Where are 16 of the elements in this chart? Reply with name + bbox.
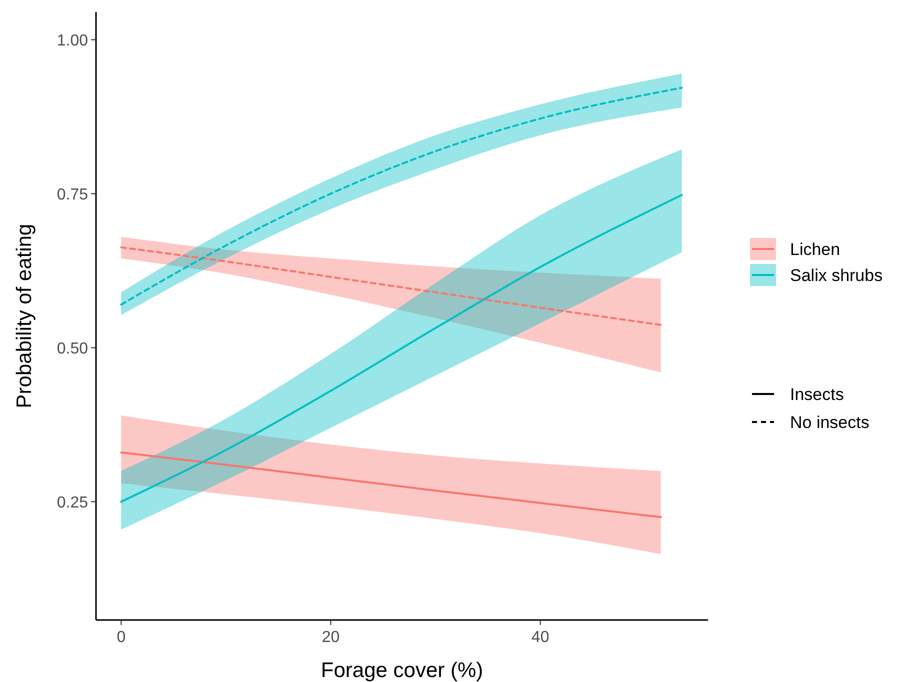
- y-tick-label: 0.50: [56, 340, 88, 358]
- x-tick-label: 20: [322, 629, 340, 646]
- text: Insects: [790, 384, 844, 404]
- y-tick-label: 0.75: [56, 186, 88, 204]
- y-axis-title: Probability of eating: [13, 224, 36, 408]
- y-tick-label: 1.00: [56, 32, 88, 50]
- legend-label: Lichen: [790, 240, 840, 259]
- x-tick-label: 40: [531, 629, 550, 646]
- text: No insects: [790, 412, 870, 432]
- line-series: [120, 246, 662, 326]
- y-tick-label: 0.25: [56, 494, 88, 512]
- x-tick-label: 0: [116, 629, 126, 646]
- legend-label: Salix shrubs: [790, 266, 883, 285]
- line-series: [120, 194, 683, 503]
- x-axis-title: Forage cover (%): [320, 659, 484, 682]
- line-series: [120, 451, 662, 518]
